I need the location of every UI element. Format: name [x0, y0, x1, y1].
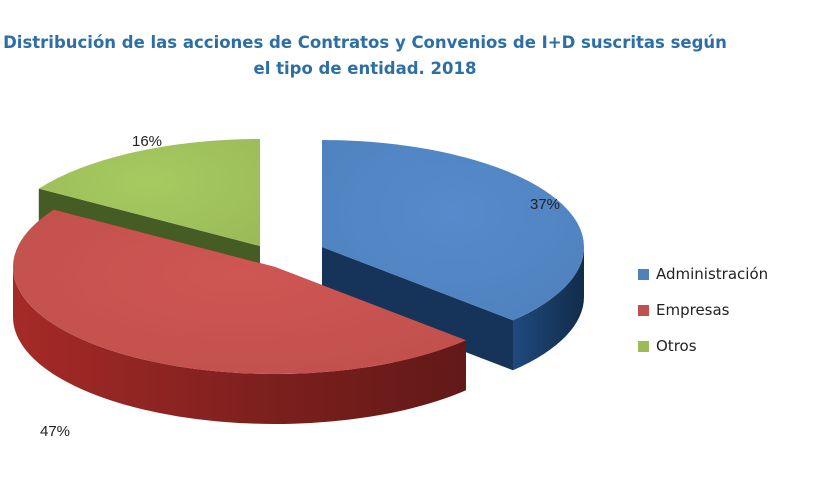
slice-rim-empresas: [13, 267, 466, 424]
legend-label-administracion: Administración: [656, 265, 769, 283]
legend-swatch-otros: [638, 340, 649, 352]
slice-top-empresas: [13, 209, 466, 374]
slice-wall-administracion-end: [322, 247, 513, 371]
chart-title-line-2: el tipo de entidad. 2018: [253, 59, 477, 78]
data-label-otros: 16%: [132, 133, 162, 150]
chart-title-line-1: Distribución de las acciones de Contrato…: [3, 33, 727, 52]
legend-item-empresas: Empresas: [638, 292, 768, 328]
legend-label-empresas: Empresas: [656, 301, 730, 319]
legend-item-otros: Otros: [638, 328, 768, 364]
slice-rim-administracion: [512, 247, 584, 371]
slice-top-otros: [38, 139, 260, 246]
legend-label-otros: Otros: [656, 337, 697, 355]
legend: Administración Empresas Otros: [638, 256, 768, 364]
legend-swatch-empresas: [638, 304, 649, 316]
slice-top-administracion: [322, 140, 585, 321]
legend-swatch-administracion: [638, 268, 649, 280]
pie-slice-administracion: [322, 140, 585, 371]
legend-item-administracion: Administración: [638, 256, 768, 292]
pie-slice-empresas: [13, 209, 466, 424]
data-label-empresas: 47%: [40, 423, 70, 440]
data-label-administracion: 37%: [530, 196, 560, 213]
chart-title: Distribución de las acciones de Contrato…: [0, 30, 730, 82]
